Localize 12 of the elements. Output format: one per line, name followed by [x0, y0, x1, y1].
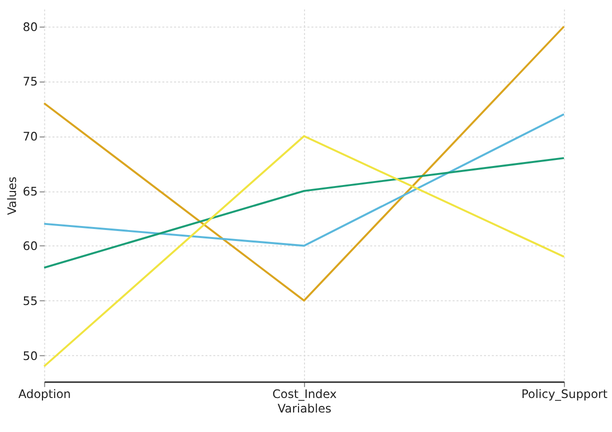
y-tick-label: 55 [22, 294, 38, 308]
x-axis-title: Variables [278, 402, 332, 416]
y-tick-label: 65 [22, 184, 38, 198]
y-tick-label: 70 [22, 130, 38, 144]
x-tick-label: Adoption [18, 386, 71, 401]
x-tick-label: Cost_Index [272, 386, 337, 401]
y-tick-label: 75 [22, 74, 38, 89]
y-axis-title: Values [4, 176, 19, 216]
y-tick-label: 60 [22, 239, 38, 254]
y-tick-label: 80 [22, 20, 38, 34]
y-tick-label: 50 [22, 348, 38, 363]
x-tick-label: Policy_Support [521, 386, 608, 401]
